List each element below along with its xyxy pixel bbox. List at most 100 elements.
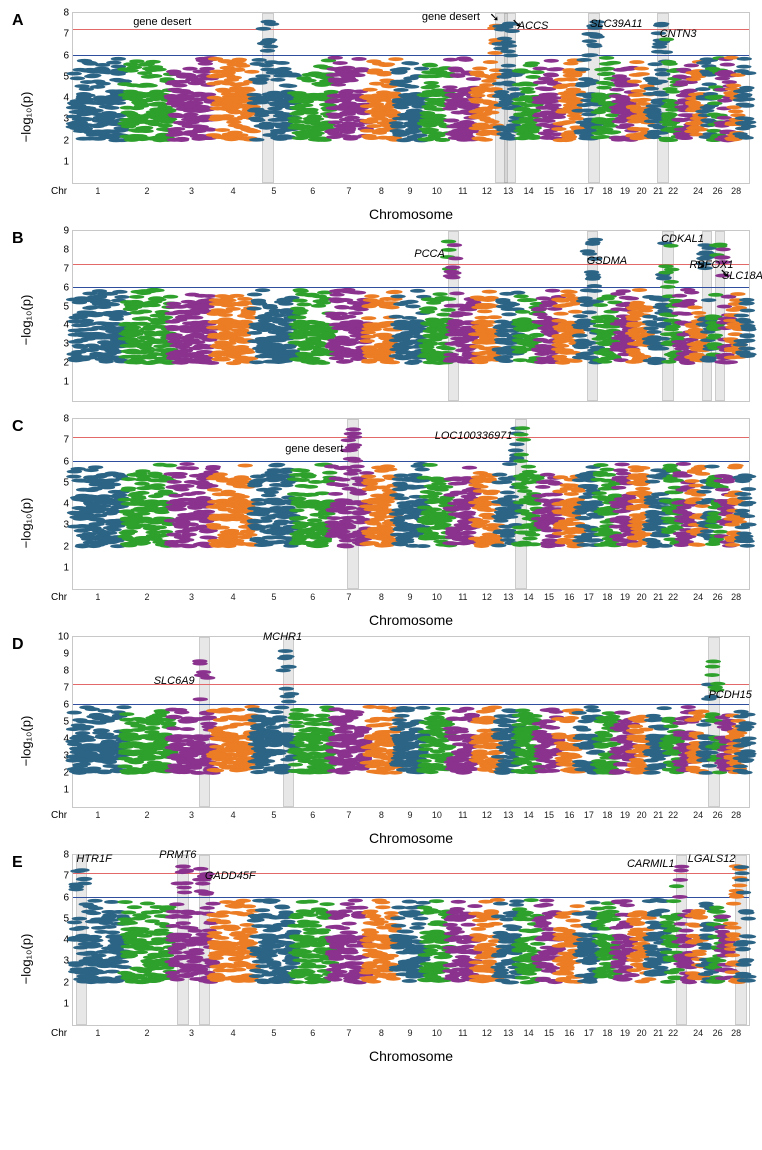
y-tick: 8 bbox=[63, 850, 69, 861]
y-tick: 7 bbox=[63, 435, 69, 446]
x-tick: 12 bbox=[482, 810, 492, 820]
x-tick: 19 bbox=[620, 186, 630, 196]
gene-label: SLC39A11 bbox=[590, 18, 642, 30]
x-tick: 6 bbox=[310, 592, 315, 602]
x-tick: 10 bbox=[432, 186, 442, 196]
x-tick: 26 bbox=[713, 186, 723, 196]
panel-letter: E bbox=[12, 854, 23, 872]
x-tick: 9 bbox=[408, 810, 413, 820]
x-tick: 17 bbox=[584, 186, 594, 196]
x-tick: 6 bbox=[310, 1028, 315, 1038]
x-ticks: 1234567891011121314151617181920212224262… bbox=[72, 1026, 750, 1042]
x-axis-label: Chromosome bbox=[72, 830, 750, 846]
x-tick: 14 bbox=[524, 592, 534, 602]
x-tick: 22 bbox=[668, 186, 678, 196]
x-tick: 19 bbox=[620, 1028, 630, 1038]
y-tick: 8 bbox=[63, 8, 69, 19]
dot-layer bbox=[73, 419, 749, 589]
y-tick: 6 bbox=[63, 892, 69, 903]
y-tick: 8 bbox=[63, 244, 69, 255]
x-tick: 2 bbox=[145, 810, 150, 820]
x-ticks: 1234567891011121314151617181920212224262… bbox=[72, 184, 750, 200]
y-axis-label: −log₁₀(p) bbox=[19, 498, 34, 549]
x-ticks: 1234567891011121314151617181920212224262… bbox=[72, 590, 750, 606]
chr-prefix: Chr bbox=[51, 186, 67, 197]
y-tick: 3 bbox=[63, 520, 69, 531]
y-tick: 5 bbox=[63, 717, 69, 728]
x-tick: 13 bbox=[503, 592, 513, 602]
x-tick: 26 bbox=[713, 810, 723, 820]
manhattan-plot: 12345678gene desertgene desert➘ACCS➘SLC3… bbox=[72, 12, 750, 184]
gene-label: SLC6A9 bbox=[154, 675, 195, 687]
y-tick: 7 bbox=[63, 871, 69, 882]
x-tick: 14 bbox=[524, 186, 534, 196]
x-tick: 11 bbox=[458, 810, 467, 820]
x-tick: 28 bbox=[731, 186, 741, 196]
x-tick: 6 bbox=[310, 186, 315, 196]
label-arrow-icon: ➘ bbox=[512, 16, 522, 30]
x-tick: 1 bbox=[95, 186, 100, 196]
figure: A−log₁₀(p)12345678gene desertgene desert… bbox=[12, 12, 750, 1064]
label-arrow-icon: ➘ bbox=[720, 266, 730, 280]
y-tick: 7 bbox=[63, 29, 69, 40]
label-arrow-icon: ➘ bbox=[696, 257, 706, 271]
gene-label: gene desert bbox=[422, 11, 480, 23]
x-tick: 6 bbox=[310, 810, 315, 820]
x-tick: 5 bbox=[271, 592, 276, 602]
x-tick: 12 bbox=[482, 592, 492, 602]
y-tick: 6 bbox=[63, 456, 69, 467]
gene-label: HTR1F bbox=[76, 853, 111, 865]
x-tick: 2 bbox=[145, 1028, 150, 1038]
y-tick: 6 bbox=[63, 700, 69, 711]
x-tick: 9 bbox=[408, 186, 413, 196]
x-tick: 9 bbox=[408, 592, 413, 602]
x-tick: 18 bbox=[602, 592, 612, 602]
panel-A: A−log₁₀(p)12345678gene desertgene desert… bbox=[12, 12, 750, 222]
x-tick: 11 bbox=[458, 186, 467, 196]
y-tick: 7 bbox=[63, 263, 69, 274]
x-tick: 2 bbox=[145, 592, 150, 602]
chr-prefix: Chr bbox=[51, 1028, 67, 1039]
y-ticks: 123456789 bbox=[51, 231, 71, 401]
x-tick: 3 bbox=[189, 186, 194, 196]
x-tick: 18 bbox=[602, 186, 612, 196]
y-tick: 9 bbox=[63, 649, 69, 660]
x-axis-label: Chromosome bbox=[72, 612, 750, 628]
x-tick: 21 bbox=[653, 810, 663, 820]
gene-label: CDKAL1 bbox=[661, 233, 704, 245]
dot-layer bbox=[73, 231, 749, 401]
manhattan-plot: 12345678gene desertLOC100336971Chr bbox=[72, 418, 750, 590]
panel-E: E−log₁₀(p)12345678HTR1FPRMT6GADD45FCARMI… bbox=[12, 854, 750, 1064]
x-tick: 18 bbox=[602, 810, 612, 820]
panel-D: D−log₁₀(p)12345678910SLC6A9MCHR1PCDH15Ch… bbox=[12, 636, 750, 846]
x-tick: 20 bbox=[637, 1028, 647, 1038]
gene-label: CARMIL1 bbox=[627, 858, 675, 870]
x-tick: 11 bbox=[458, 592, 467, 602]
x-tick: 14 bbox=[524, 810, 534, 820]
x-tick: 8 bbox=[379, 810, 384, 820]
y-tick: 3 bbox=[63, 339, 69, 350]
gene-label: PRMT6 bbox=[159, 849, 196, 861]
x-tick: 26 bbox=[713, 1028, 723, 1038]
y-tick: 4 bbox=[63, 499, 69, 510]
x-tick: 9 bbox=[408, 1028, 413, 1038]
y-axis-label: −log₁₀(p) bbox=[19, 295, 34, 346]
x-tick: 28 bbox=[731, 1028, 741, 1038]
x-tick: 3 bbox=[189, 592, 194, 602]
x-tick: 10 bbox=[432, 592, 442, 602]
y-tick: 5 bbox=[63, 477, 69, 488]
x-tick: 21 bbox=[653, 186, 663, 196]
x-tick: 8 bbox=[379, 186, 384, 196]
panel-C: C−log₁₀(p)12345678gene desertLOC10033697… bbox=[12, 418, 750, 628]
x-tick: 24 bbox=[693, 186, 703, 196]
x-tick: 3 bbox=[189, 1028, 194, 1038]
label-arrow-icon: ➘ bbox=[489, 10, 499, 24]
manhattan-plot: 123456789PCCAGSDMACDKAL1RBFOX1➘SLC18A2➘ bbox=[72, 230, 750, 402]
y-tick: 1 bbox=[63, 562, 69, 573]
x-tick: 20 bbox=[637, 186, 647, 196]
dot-layer bbox=[73, 13, 749, 183]
x-ticks: 1234567891011121314151617181920212224262… bbox=[72, 808, 750, 824]
x-tick: 15 bbox=[544, 592, 554, 602]
manhattan-plot: 12345678HTR1FPRMT6GADD45FCARMIL1LGALS12C… bbox=[72, 854, 750, 1026]
y-tick: 2 bbox=[63, 135, 69, 146]
